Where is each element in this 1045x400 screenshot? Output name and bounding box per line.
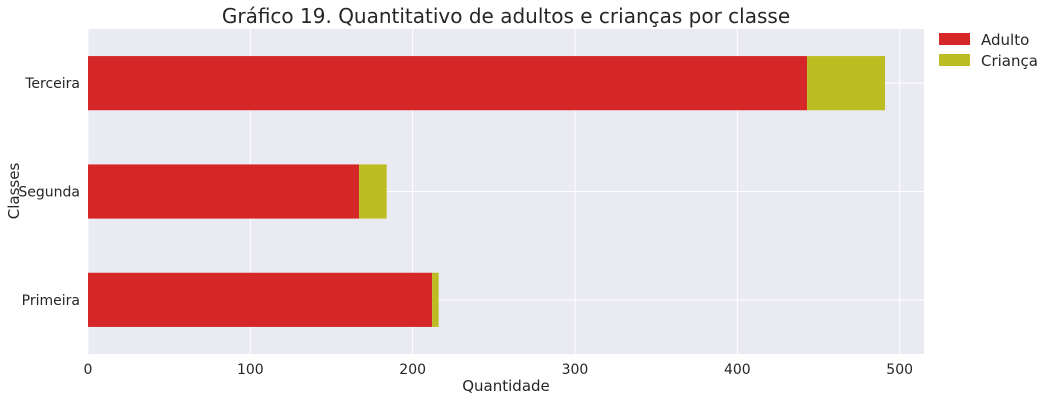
x-tick-label: 300: [562, 362, 589, 378]
legend: Adulto Criança: [939, 31, 1038, 70]
bar-adulto-segunda: [88, 164, 360, 219]
chart-title: Gráfico 19. Quantitativo de adultos e cr…: [222, 4, 790, 28]
bars: [88, 56, 886, 327]
bar-crian-a-primeira: [432, 272, 439, 327]
legend-label: Criança: [981, 52, 1038, 70]
legend-swatch: [939, 54, 970, 66]
x-tick-label: 0: [84, 362, 93, 378]
legend-label: Adulto: [981, 31, 1029, 49]
legend-swatch: [939, 33, 970, 45]
y-axis-label: Classes: [5, 163, 23, 220]
x-tick-label: 400: [724, 362, 751, 378]
x-tick-labels: 0 100 200 300 400 500: [84, 362, 913, 378]
x-tick-label: 500: [886, 362, 913, 378]
bar-adulto-terceira: [88, 56, 808, 111]
x-axis-label: Quantidade: [462, 377, 550, 395]
y-tick-label: Primeira: [22, 293, 80, 309]
bar-crian-a-terceira: [807, 56, 886, 111]
y-tick-label: Segunda: [18, 185, 80, 201]
x-tick-label: 200: [399, 362, 426, 378]
bar-adulto-primeira: [88, 272, 433, 327]
bar-crian-a-segunda: [359, 164, 387, 219]
y-tick-labels: Primeira Segunda Terceira: [18, 76, 80, 309]
y-tick-label: Terceira: [24, 76, 80, 92]
x-tick-label: 100: [237, 362, 264, 378]
